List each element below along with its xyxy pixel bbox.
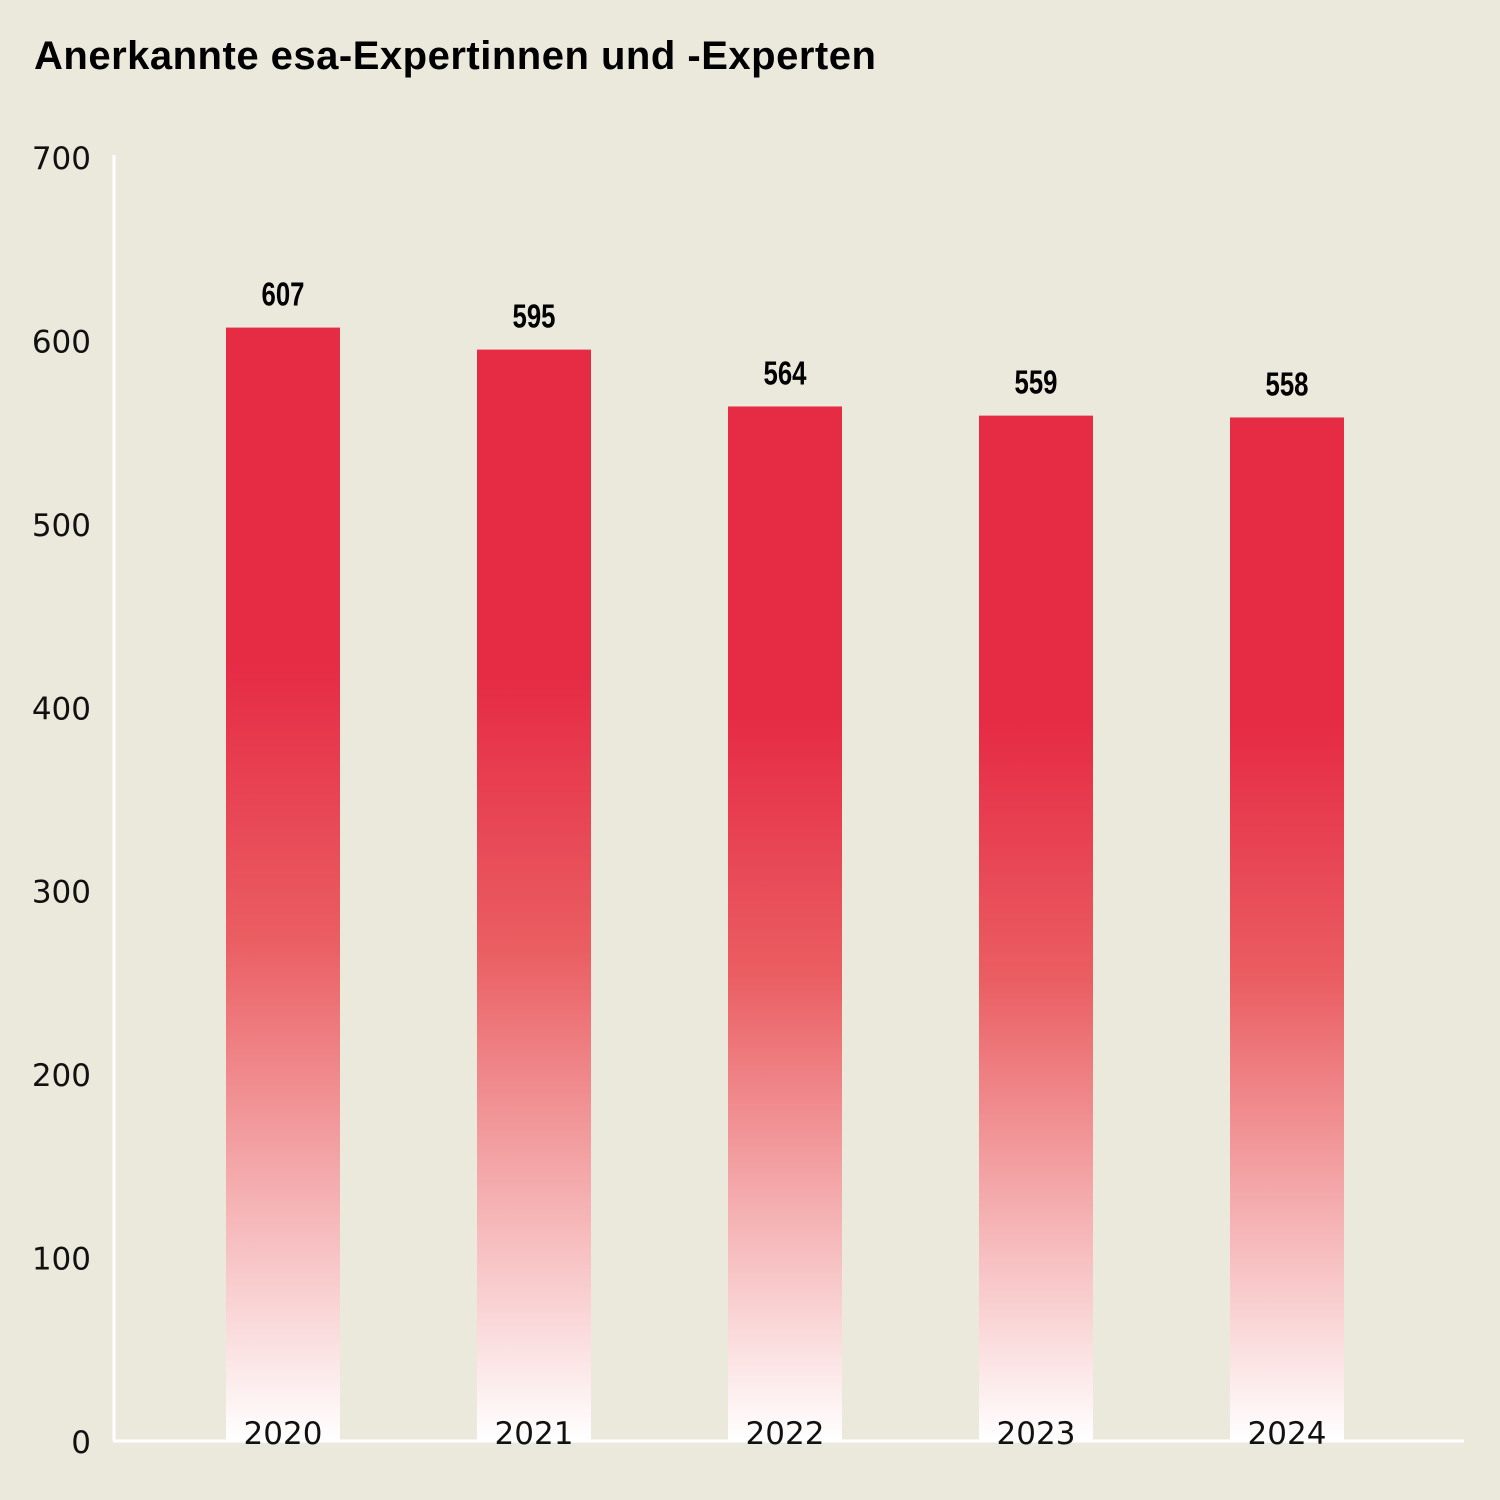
y-tick-label: 300 [32, 875, 91, 911]
y-tick-label: 700 [32, 141, 91, 177]
x-tick-label: 2022 [746, 1416, 825, 1452]
data-label: 595 [513, 299, 556, 336]
x-tick-label: 2020 [244, 1416, 323, 1452]
chart-title: Anerkannte esa-Expertinnen und -Experten [34, 34, 877, 78]
data-label: 558 [1266, 366, 1309, 403]
data-label: 559 [1015, 365, 1058, 402]
data-label: 564 [764, 355, 807, 392]
bar-2022 [728, 406, 842, 1441]
bar-2021 [477, 349, 591, 1442]
y-tick-label: 200 [32, 1058, 91, 1094]
bar-2024 [1230, 417, 1344, 1441]
y-tick-label: 0 [71, 1425, 91, 1461]
bar-2020 [226, 327, 340, 1441]
y-tick-label: 100 [32, 1242, 91, 1278]
bar-2023 [979, 415, 1093, 1441]
x-tick-label: 2023 [997, 1416, 1076, 1452]
data-label: 607 [262, 277, 305, 314]
x-tick-label: 2021 [495, 1416, 574, 1452]
y-tick-label: 600 [32, 324, 91, 360]
y-tick-label: 500 [32, 508, 91, 544]
x-tick-label: 2024 [1248, 1416, 1327, 1452]
y-tick-label: 400 [32, 691, 91, 727]
